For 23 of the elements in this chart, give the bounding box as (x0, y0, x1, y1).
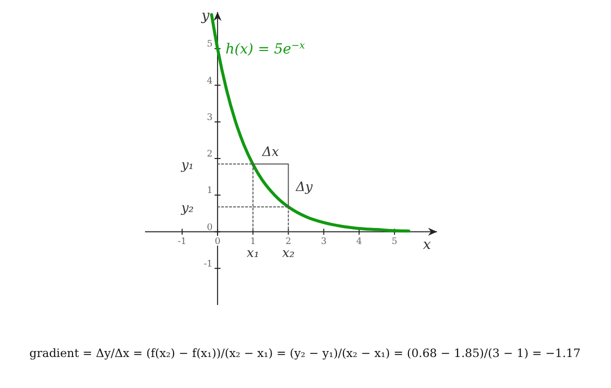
y-tick-label: 2 (206, 150, 213, 160)
y-tick-label: 4 (206, 76, 213, 86)
annotation: Δx (261, 145, 280, 160)
annotation: x₂ (282, 246, 295, 261)
annotation: y₂ (180, 200, 194, 216)
text: gradient = Δy/Δx = (f(x₂) − f(x₁))/(x₂ − x₁) = (y₂ − y₁)/(x₂ − x₁) = (0.68 − 1.85)/(3 − 1) = −1.17 (29, 346, 581, 360)
annotation: y₁ (180, 158, 194, 173)
annotation: x₁ (246, 246, 260, 261)
x-tick-label: 4 (356, 236, 362, 247)
y-tick-label: -1 (204, 259, 213, 270)
x-tick-label: 1 (250, 236, 256, 247)
series-label: h(x) = 5e$^{−x}$ (226, 40, 306, 58)
y-tick-label: 3 (206, 112, 213, 123)
x-tick-label: -1 (178, 236, 187, 247)
annotation: Δy (294, 180, 314, 195)
y-axis-title: y (200, 8, 211, 24)
x-tick-label: 2 (285, 236, 292, 247)
x-axis-title: x (423, 236, 431, 253)
x-tick-label: 3 (320, 236, 327, 247)
x-tick-label: 5 (392, 236, 398, 247)
y-tick-label: 1 (206, 186, 213, 196)
y-tick-label: 5 (206, 40, 213, 50)
y-tick-label: 0 (206, 222, 213, 233)
